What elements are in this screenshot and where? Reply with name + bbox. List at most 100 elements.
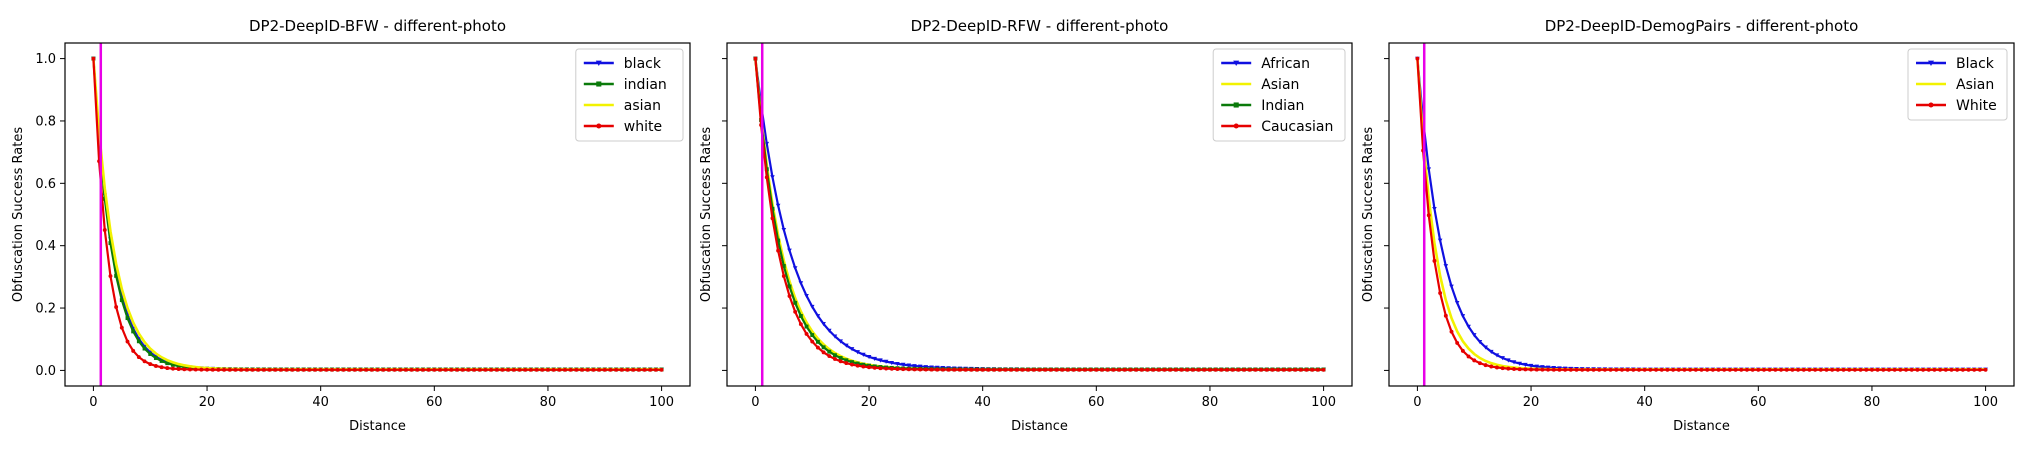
legend-label: asian [624, 98, 661, 114]
data-point-caucasian [1139, 367, 1144, 372]
data-point-white [540, 367, 545, 372]
data-point-caucasian [867, 365, 872, 370]
data-point-caucasian [992, 367, 997, 372]
data-point-white [250, 367, 255, 372]
plot-area [753, 56, 1326, 372]
data-point-white [1534, 367, 1539, 372]
data-point-african [900, 362, 906, 367]
data-point-white [261, 367, 266, 372]
data-point-white [443, 367, 448, 372]
data-point-white [1608, 367, 1613, 372]
data-point-white [642, 367, 647, 372]
data-point-white [1665, 367, 1670, 372]
data-point-indian [810, 333, 815, 337]
data-point-white [1960, 367, 1965, 372]
data-point-white [1744, 367, 1749, 372]
data-point-caucasian [1298, 367, 1303, 372]
x-tick-label: 40 [974, 395, 991, 410]
data-point-white [489, 367, 494, 372]
data-point-white [1438, 291, 1443, 296]
data-point-white [477, 367, 482, 372]
data-point-white [1699, 367, 1704, 372]
data-point-african [878, 358, 883, 363]
legend-marker [595, 60, 602, 66]
data-point-caucasian [781, 274, 786, 279]
data-point-african [787, 248, 792, 253]
data-point-caucasian [1190, 367, 1195, 372]
y-tick-label: 0.4 [35, 239, 56, 254]
data-point-white [108, 274, 113, 279]
x-tick-label: 20 [861, 395, 878, 410]
legend-entry: Indian [1221, 98, 1304, 114]
legend-label: white [624, 119, 662, 135]
data-point-caucasian [1100, 367, 1104, 372]
data-point-white [614, 367, 619, 372]
data-point-white [1887, 367, 1891, 372]
data-point-white [625, 367, 630, 372]
data-point-caucasian [952, 367, 957, 372]
data-point-african [912, 364, 917, 369]
data-point-caucasian [1287, 367, 1292, 372]
data-point-white [1631, 367, 1636, 372]
data-point-white [568, 367, 573, 372]
data-point-white [278, 367, 283, 372]
data-point-caucasian [1134, 367, 1139, 372]
data-point-white [199, 367, 204, 372]
x-axis-label: Distance [349, 419, 406, 434]
data-point-white [1500, 366, 1505, 371]
data-point-white [324, 367, 329, 372]
data-point-white [1597, 367, 1602, 372]
data-point-indian [827, 349, 832, 354]
data-point-white [313, 367, 317, 372]
data-point-caucasian [1259, 367, 1264, 372]
data-point-white [1585, 367, 1590, 372]
data-point-white [188, 367, 192, 372]
subplot-2: DP2-DeepID-RFW - different-photo 0 20 40 60 8… [699, 17, 1353, 434]
data-point-white [523, 367, 528, 372]
data-point-caucasian [923, 367, 928, 372]
data-point-caucasian [764, 175, 769, 180]
x-tick-label: 0 [89, 395, 97, 410]
data-point-black [1528, 363, 1534, 368]
data-point-caucasian [935, 367, 940, 372]
x-tick-label: 100 [1973, 395, 1998, 410]
data-point-white [131, 348, 136, 353]
data-point-caucasian [1225, 367, 1229, 372]
data-point-caucasian [1276, 367, 1281, 372]
data-point-white [227, 367, 232, 372]
legend-entry: black [583, 56, 662, 72]
data-point-white [472, 367, 477, 372]
data-point-white [1858, 367, 1863, 372]
data-point-white [148, 362, 153, 367]
data-point-white [1972, 367, 1977, 372]
data-point-caucasian [986, 367, 991, 372]
data-point-white [1688, 367, 1693, 372]
data-point-caucasian [1196, 367, 1201, 372]
legend-label: indian [624, 77, 667, 93]
data-point-black [1466, 324, 1471, 329]
legend-box [1907, 48, 2008, 121]
y-tick-label: 0.2 [35, 302, 56, 317]
data-point-white [1432, 258, 1437, 263]
data-point-white [273, 367, 278, 372]
data-point-caucasian [1122, 367, 1127, 372]
x-tick-label: 80 [540, 395, 557, 410]
data-point-indian [108, 241, 113, 246]
data-point-white [409, 367, 414, 372]
data-point-indian [793, 300, 798, 305]
data-point-caucasian [1281, 367, 1286, 372]
data-point-white [1693, 367, 1698, 372]
data-point-caucasian [1071, 367, 1076, 372]
data-point-white [239, 367, 244, 372]
data-point-white [222, 367, 227, 372]
data-point-white [159, 365, 164, 370]
data-point-caucasian [1310, 367, 1315, 372]
data-point-white [1904, 367, 1909, 372]
legend-entry: indian [583, 77, 667, 93]
y-tick-label: 0.6 [35, 177, 56, 192]
data-point-white [375, 367, 380, 372]
data-point-white [1568, 367, 1573, 372]
data-point-caucasian [1043, 367, 1048, 372]
data-point-caucasian [798, 322, 803, 327]
data-point-white [284, 367, 289, 372]
